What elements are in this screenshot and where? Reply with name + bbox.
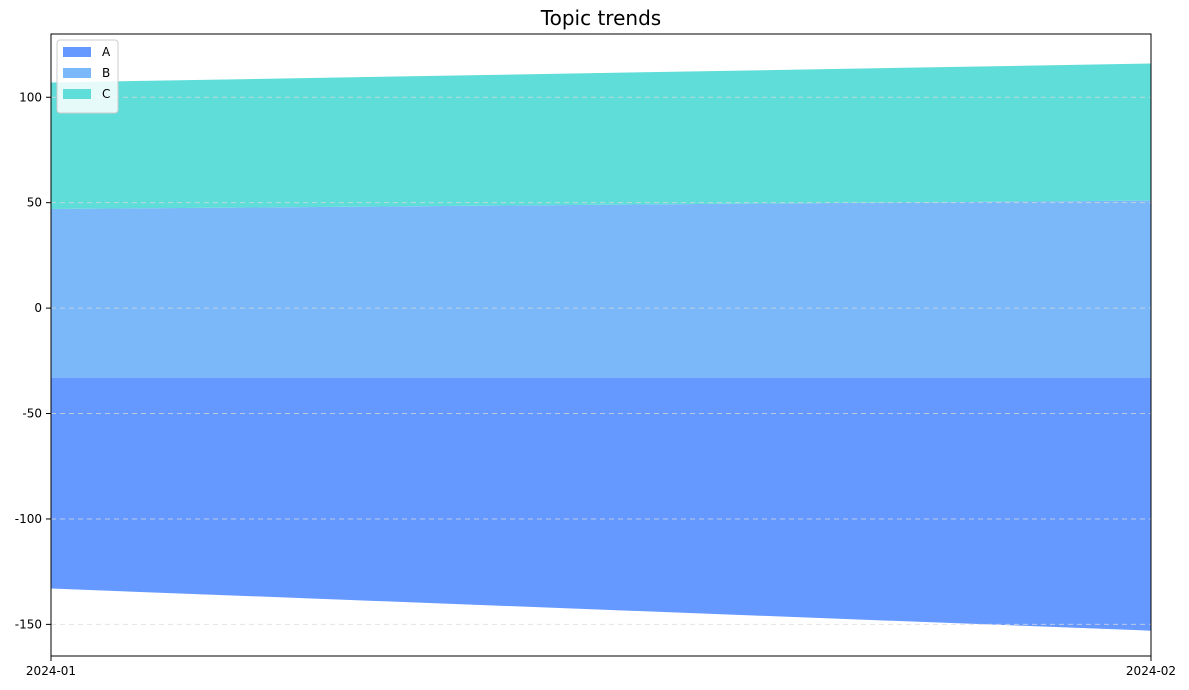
legend: ABC (56, 39, 119, 114)
plot-frame (50, 33, 1152, 657)
area-series-A (51, 377, 1151, 631)
area-series-C (51, 63, 1151, 210)
area-series-B (51, 200, 1151, 378)
legend-swatch-A (63, 47, 91, 57)
x-axis: 2024-01 2024-02 (26, 656, 1176, 678)
legend-label-A: A (102, 45, 111, 59)
legend-swatch-C (63, 89, 91, 99)
gridlines (51, 96, 1151, 625)
x-tick-label: 2024-02 (1126, 664, 1176, 678)
legend-label-C: C (102, 87, 110, 101)
chart-title: Topic trends (540, 6, 661, 30)
y-tick-label: 50 (27, 196, 42, 210)
series-areas (51, 63, 1151, 631)
y-tick-label: 0 (34, 301, 42, 315)
y-axis: 100 50 0 -50 -100 -150 (15, 90, 51, 631)
legend-label-B: B (102, 66, 110, 80)
y-tick-label: -50 (22, 407, 42, 421)
legend-swatch-B (63, 68, 91, 78)
x-tick-label: 2024-01 (26, 664, 76, 678)
y-tick-label: 100 (19, 90, 42, 104)
y-tick-label: -100 (15, 512, 42, 526)
y-tick-label: -150 (15, 617, 42, 631)
